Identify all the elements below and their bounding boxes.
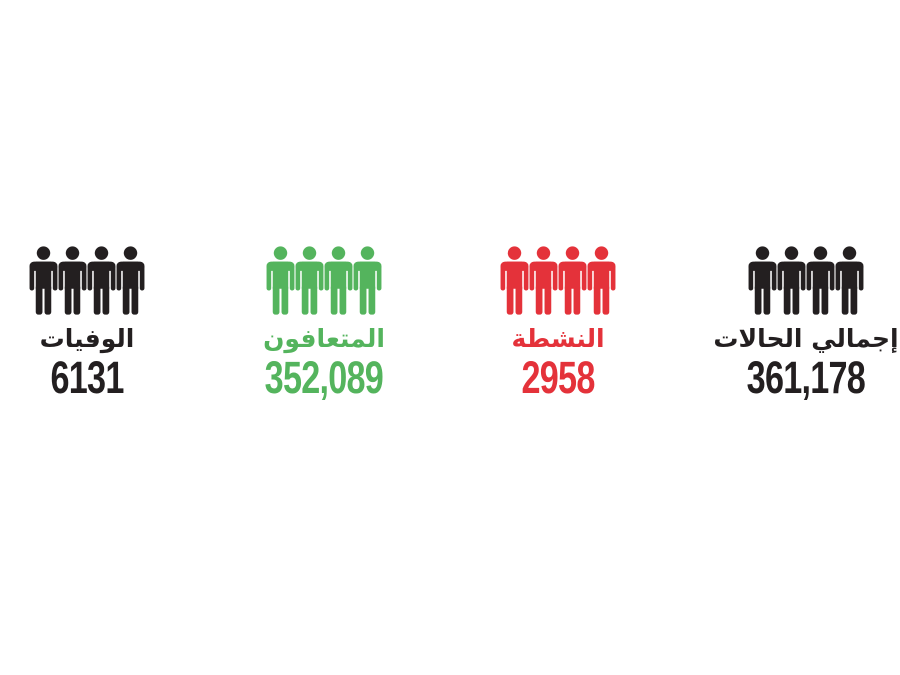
stat-value-text: 2958	[521, 352, 595, 403]
person-icon	[806, 246, 835, 315]
stat-label-active: النشطة	[511, 324, 605, 353]
stat-value-text: 352,089	[264, 352, 384, 403]
stat-card-total: إجمالي الحالات 361,178	[691, 246, 900, 400]
stat-value-total: 361,178	[691, 352, 900, 403]
person-icon	[529, 246, 558, 315]
stat-card-deaths: الوفيات 6131	[0, 246, 202, 400]
person-icon	[748, 246, 777, 315]
person-icon	[58, 246, 87, 315]
person-icon-row	[0, 246, 202, 316]
person-icon	[353, 246, 382, 315]
person-icon	[295, 246, 324, 315]
stat-card-active: النشطة 2958	[443, 246, 673, 400]
person-icon	[587, 246, 616, 315]
person-icon-row	[691, 246, 900, 316]
person-icon	[777, 246, 806, 315]
stat-value-text: 6131	[50, 352, 124, 403]
stat-card-recovered: المتعافون 352,089	[209, 246, 439, 400]
stat-value-active: 2958	[443, 352, 673, 403]
person-icon-row	[209, 246, 439, 316]
person-icon	[266, 246, 295, 315]
person-icon	[87, 246, 116, 315]
person-icon	[500, 246, 529, 315]
person-icon	[324, 246, 353, 315]
person-icon	[29, 246, 58, 315]
stat-label-total: إجمالي الحالات	[713, 324, 899, 353]
stat-value-text: 361,178	[746, 352, 866, 403]
stat-label-recovered: المتعافون	[263, 324, 385, 353]
stat-value-recovered: 352,089	[209, 352, 439, 403]
stat-label-deaths: الوفيات	[39, 324, 135, 353]
person-icon	[835, 246, 864, 315]
stat-value-deaths: 6131	[0, 352, 202, 403]
person-icon	[116, 246, 145, 315]
person-icon	[558, 246, 587, 315]
person-icon-row	[443, 246, 673, 316]
